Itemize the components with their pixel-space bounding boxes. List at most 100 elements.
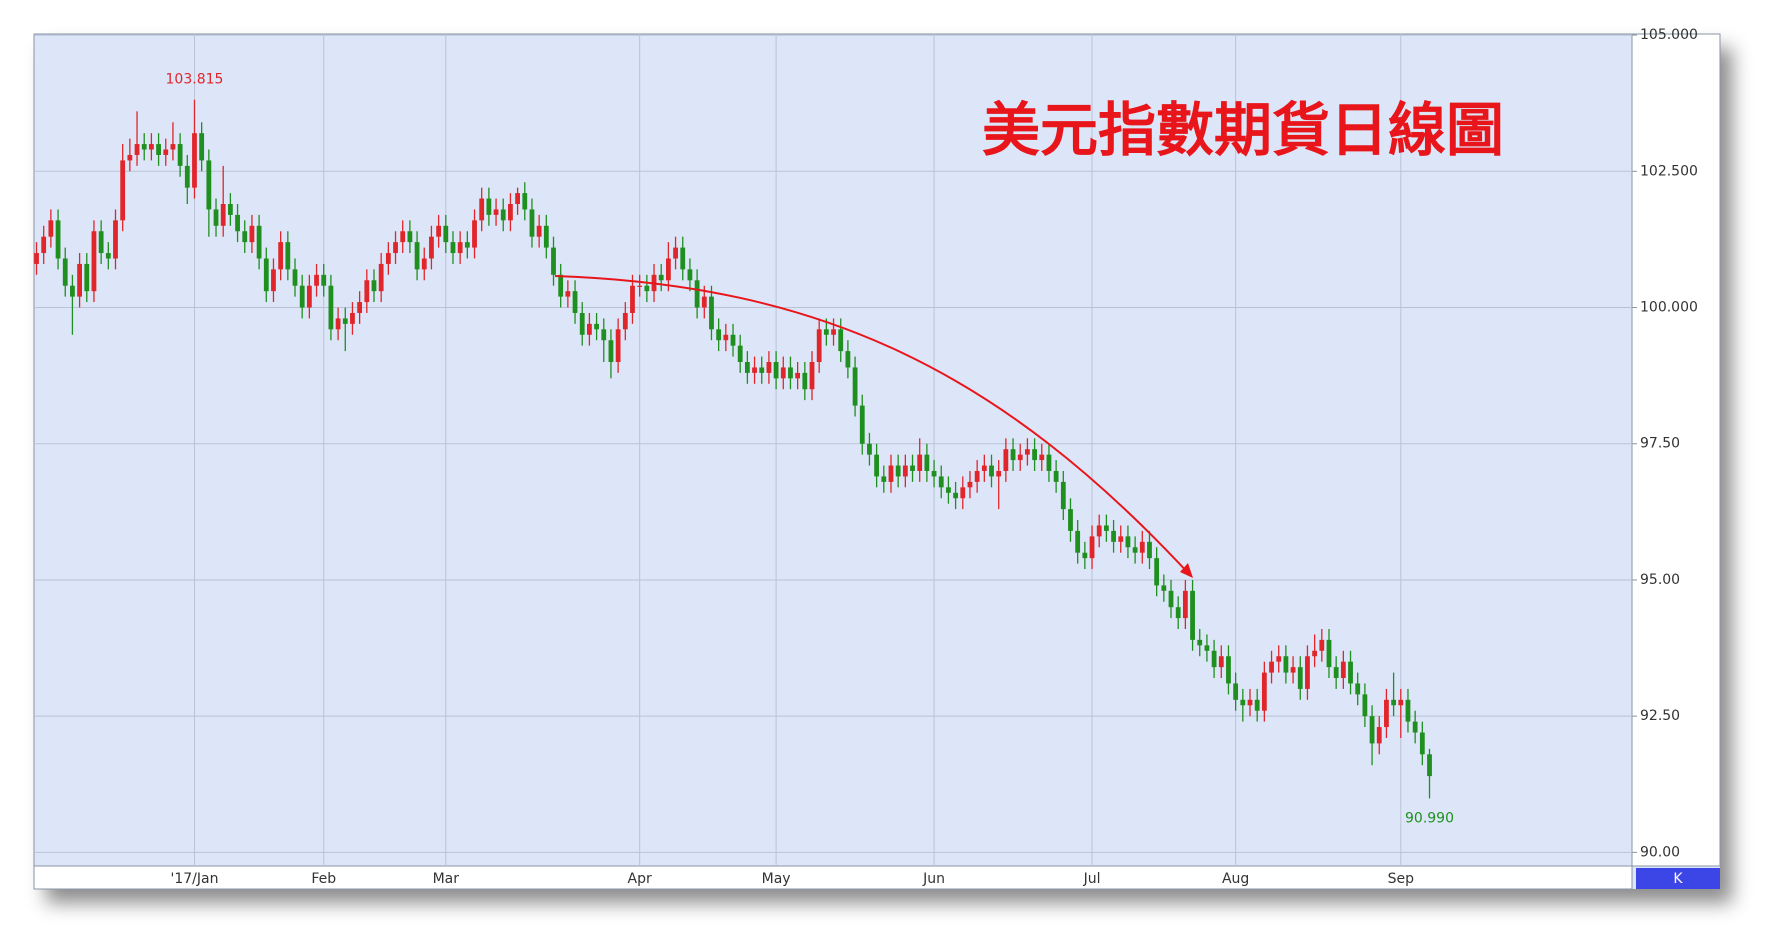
candle-body [1089, 536, 1095, 559]
candle-body [450, 242, 456, 254]
y-tick-label: 102.500 [1640, 163, 1698, 179]
candle-body [1003, 449, 1009, 471]
candle-body [859, 405, 865, 444]
chart-title: 美元指數期貨日線圖 [982, 96, 1504, 164]
candle-body [148, 144, 154, 150]
candle-body [184, 165, 190, 188]
candle-body [960, 487, 966, 499]
candle-body [192, 133, 197, 188]
x-tick-label: Apr [628, 871, 652, 887]
candle-body [407, 231, 413, 243]
candle-body [644, 285, 650, 292]
candle-body [271, 269, 276, 292]
y-axis-area [1631, 33, 1721, 867]
candle-body [773, 362, 779, 379]
candle-body [1010, 449, 1016, 461]
candle-body [443, 225, 449, 243]
candle-body [371, 280, 377, 292]
candle-body [120, 160, 126, 221]
candle-body [737, 345, 743, 363]
candle-body [1060, 481, 1066, 510]
candle-body [1333, 667, 1339, 679]
candle-body [694, 280, 700, 308]
candle-body [457, 242, 463, 254]
x-tick-label: '17/Jan [170, 871, 218, 887]
candle-body [823, 329, 829, 335]
corner-button[interactable] [1636, 868, 1720, 889]
candle-body [543, 225, 549, 248]
candle-body [587, 323, 592, 335]
candle-body [716, 329, 722, 341]
candle-body [1405, 699, 1411, 722]
x-axis-area [33, 865, 1633, 890]
candle-body [1233, 683, 1239, 700]
candle-body [479, 198, 485, 221]
candle-body [134, 144, 140, 155]
candle-body [601, 329, 607, 341]
candle-body [766, 362, 772, 373]
candle-body [177, 144, 183, 166]
candle-body [579, 312, 585, 335]
candle-body [364, 280, 370, 303]
candle-body [981, 465, 987, 471]
candle-body [788, 367, 793, 379]
candle-body [242, 231, 248, 243]
candle-body [687, 269, 693, 281]
candle-body [1139, 541, 1145, 553]
candle-body [256, 225, 262, 259]
candle-body [127, 154, 133, 161]
candle-body [278, 242, 284, 270]
candle-body [673, 247, 678, 259]
candle-body [1032, 449, 1037, 461]
corner-button-label[interactable]: K [1673, 871, 1683, 887]
candle-body [1161, 585, 1167, 591]
candle-body [852, 367, 858, 406]
candle-body [113, 220, 118, 259]
candle-body [55, 220, 61, 259]
candle-body [1283, 656, 1289, 673]
y-tick-label: 92.50 [1640, 708, 1680, 724]
candle-body [385, 253, 391, 264]
candle-body [414, 242, 420, 270]
candle-body [486, 198, 492, 215]
y-tick-label: 95.00 [1640, 572, 1680, 588]
candle-body [1132, 547, 1138, 553]
candle-body [931, 470, 937, 477]
candle-body [235, 214, 240, 232]
candle-body [709, 296, 714, 330]
candle-body [565, 291, 571, 297]
candle-body [924, 454, 930, 471]
candle-body [91, 231, 97, 292]
candle-body [536, 225, 542, 237]
candle-body [500, 209, 506, 221]
candle-body [1355, 683, 1361, 695]
candle-body [1046, 454, 1052, 471]
candle-body [84, 263, 90, 292]
candle-body [1276, 656, 1282, 662]
candle-body [1391, 699, 1397, 706]
candle-body [70, 285, 75, 297]
candle-body [98, 231, 104, 254]
candle-body [780, 367, 786, 379]
candle-body [285, 242, 291, 270]
candle-body [48, 220, 54, 237]
candle-body [895, 465, 901, 477]
candle-body [1175, 607, 1181, 619]
candle-body [1068, 509, 1073, 531]
candle-body [759, 367, 765, 373]
candle-body [105, 253, 111, 259]
candle-body [917, 454, 923, 471]
candle-body [1025, 449, 1030, 455]
candle-body [421, 258, 427, 270]
candle-body [1261, 672, 1267, 711]
candle-body [263, 258, 269, 292]
candle-body [1240, 699, 1246, 706]
candle-body [163, 149, 169, 155]
candle-body [1190, 590, 1195, 640]
price-annotation: 103.815 [166, 72, 224, 88]
candle-body [1297, 667, 1303, 689]
x-tick-label: Aug [1222, 871, 1249, 887]
candle-body [910, 465, 915, 471]
